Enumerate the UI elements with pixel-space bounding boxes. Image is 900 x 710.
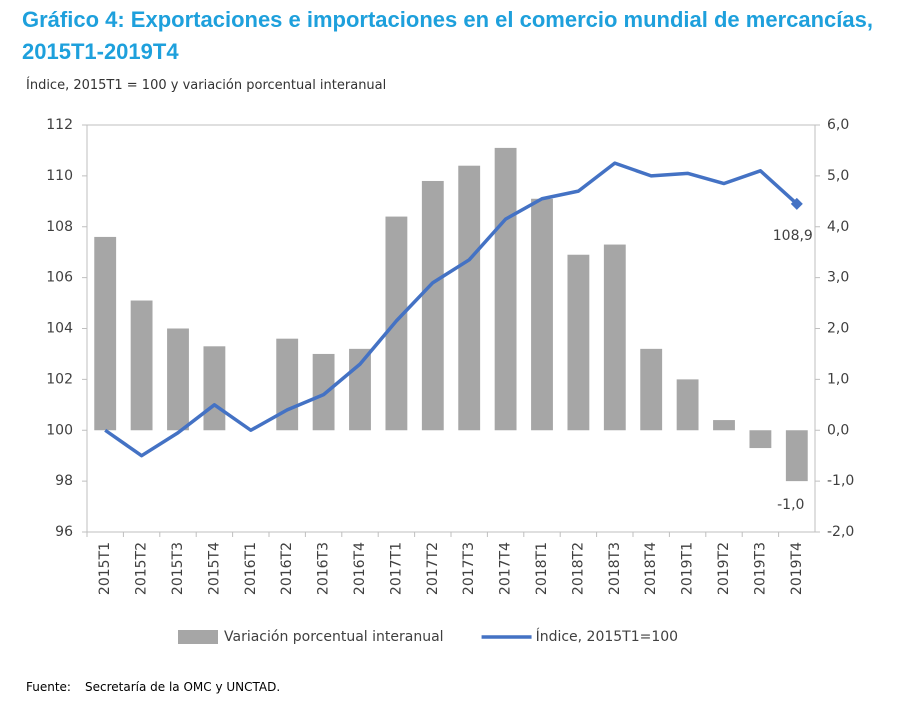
bar [531,198,553,431]
y-tick-label: 96 [55,524,73,540]
bar [713,420,735,431]
y2-tick-label: 1,0 [827,371,849,387]
bar [494,147,517,431]
y-tick-label: 102 [46,371,73,387]
x-tick-label: 2018T4 [643,542,659,595]
bar [167,328,189,431]
x-tick-label: 2015T4 [206,542,222,595]
bar [458,165,481,431]
line-marker [790,197,803,210]
bar [640,348,663,431]
bar [785,430,808,482]
bar [349,348,371,431]
source-label: Fuente: [26,680,71,694]
x-tick-label: 2019T2 [716,542,732,595]
bar [312,353,335,431]
x-tick-label: 2016T4 [352,542,368,595]
x-tick-label: 2017T4 [498,542,514,595]
y2-tick-label: 2,0 [827,321,849,337]
legend-label: Variación porcentual interanual [224,629,444,645]
bar-value-label: -1,0 [777,497,804,513]
y2-tick-label: 6,0 [827,117,849,133]
bar [603,244,626,431]
y-tick-label: 98 [55,473,73,489]
y-tick-label: 104 [46,321,73,337]
x-tick-label: 2017T2 [425,542,441,595]
x-tick-label: 2016T2 [279,542,295,595]
line-value-label: 108,9 [773,228,813,244]
x-tick-label: 2019T1 [680,542,696,595]
x-tick-label: 2018T2 [570,542,586,595]
chart: 96 98 100 102 104 106 108 110 112 -2,0 -1,0 0,0 1,0 2… [46,117,854,645]
y2-tick-label: -2,0 [827,524,854,540]
y2-tick-label: 0,0 [827,422,849,438]
source-text: Secretaría de la OMC y UNCTAD. [84,680,281,694]
bar [567,254,590,431]
y-tick-label: 108 [46,219,73,235]
y2-tick-label: -1,0 [827,473,854,489]
y-tick-label: 112 [46,117,73,133]
chart-subtitle: Índice, 2015T1 = 100 y variación porcent… [26,78,387,93]
bar [130,300,153,431]
x-tick-label: 2016T3 [316,542,332,595]
bar [276,338,299,431]
y-tick-label: 100 [46,422,73,438]
x-tick-label: 2015T1 [97,542,113,595]
x-tick-label: 2017T1 [388,542,404,595]
bar [203,346,226,431]
y2-tick-label: 5,0 [827,168,849,184]
x-tick-label: 2015T2 [134,542,150,595]
x-tick-label: 2015T3 [170,542,186,595]
source: Fuente: Secretaría de la OMC y UNCTAD. [26,680,294,694]
legend-swatch [178,630,218,644]
x-tick-label: 2018T3 [607,542,623,595]
legend-label: Índice, 2015T1=100 [536,628,679,645]
bar [749,430,772,449]
x-tick-label: 2019T4 [789,542,805,595]
chart-title: Gráfico 4: Exportaciones e importaciones… [22,7,873,64]
bar [421,180,444,431]
bar [94,236,117,431]
y-tick-label: 110 [46,168,73,184]
plot-frame [86,124,816,533]
x-tick-label: 2018T1 [534,542,550,595]
bar [676,379,699,431]
y2-tick-label: 4,0 [827,219,849,235]
line [104,161,798,458]
y2-tick-label: 3,0 [827,270,849,286]
y-tick-label: 106 [46,270,73,286]
x-tick-label: 2019T3 [752,542,768,595]
x-tick-label: 2016T1 [243,542,259,595]
x-tick-label: 2017T3 [461,542,477,595]
